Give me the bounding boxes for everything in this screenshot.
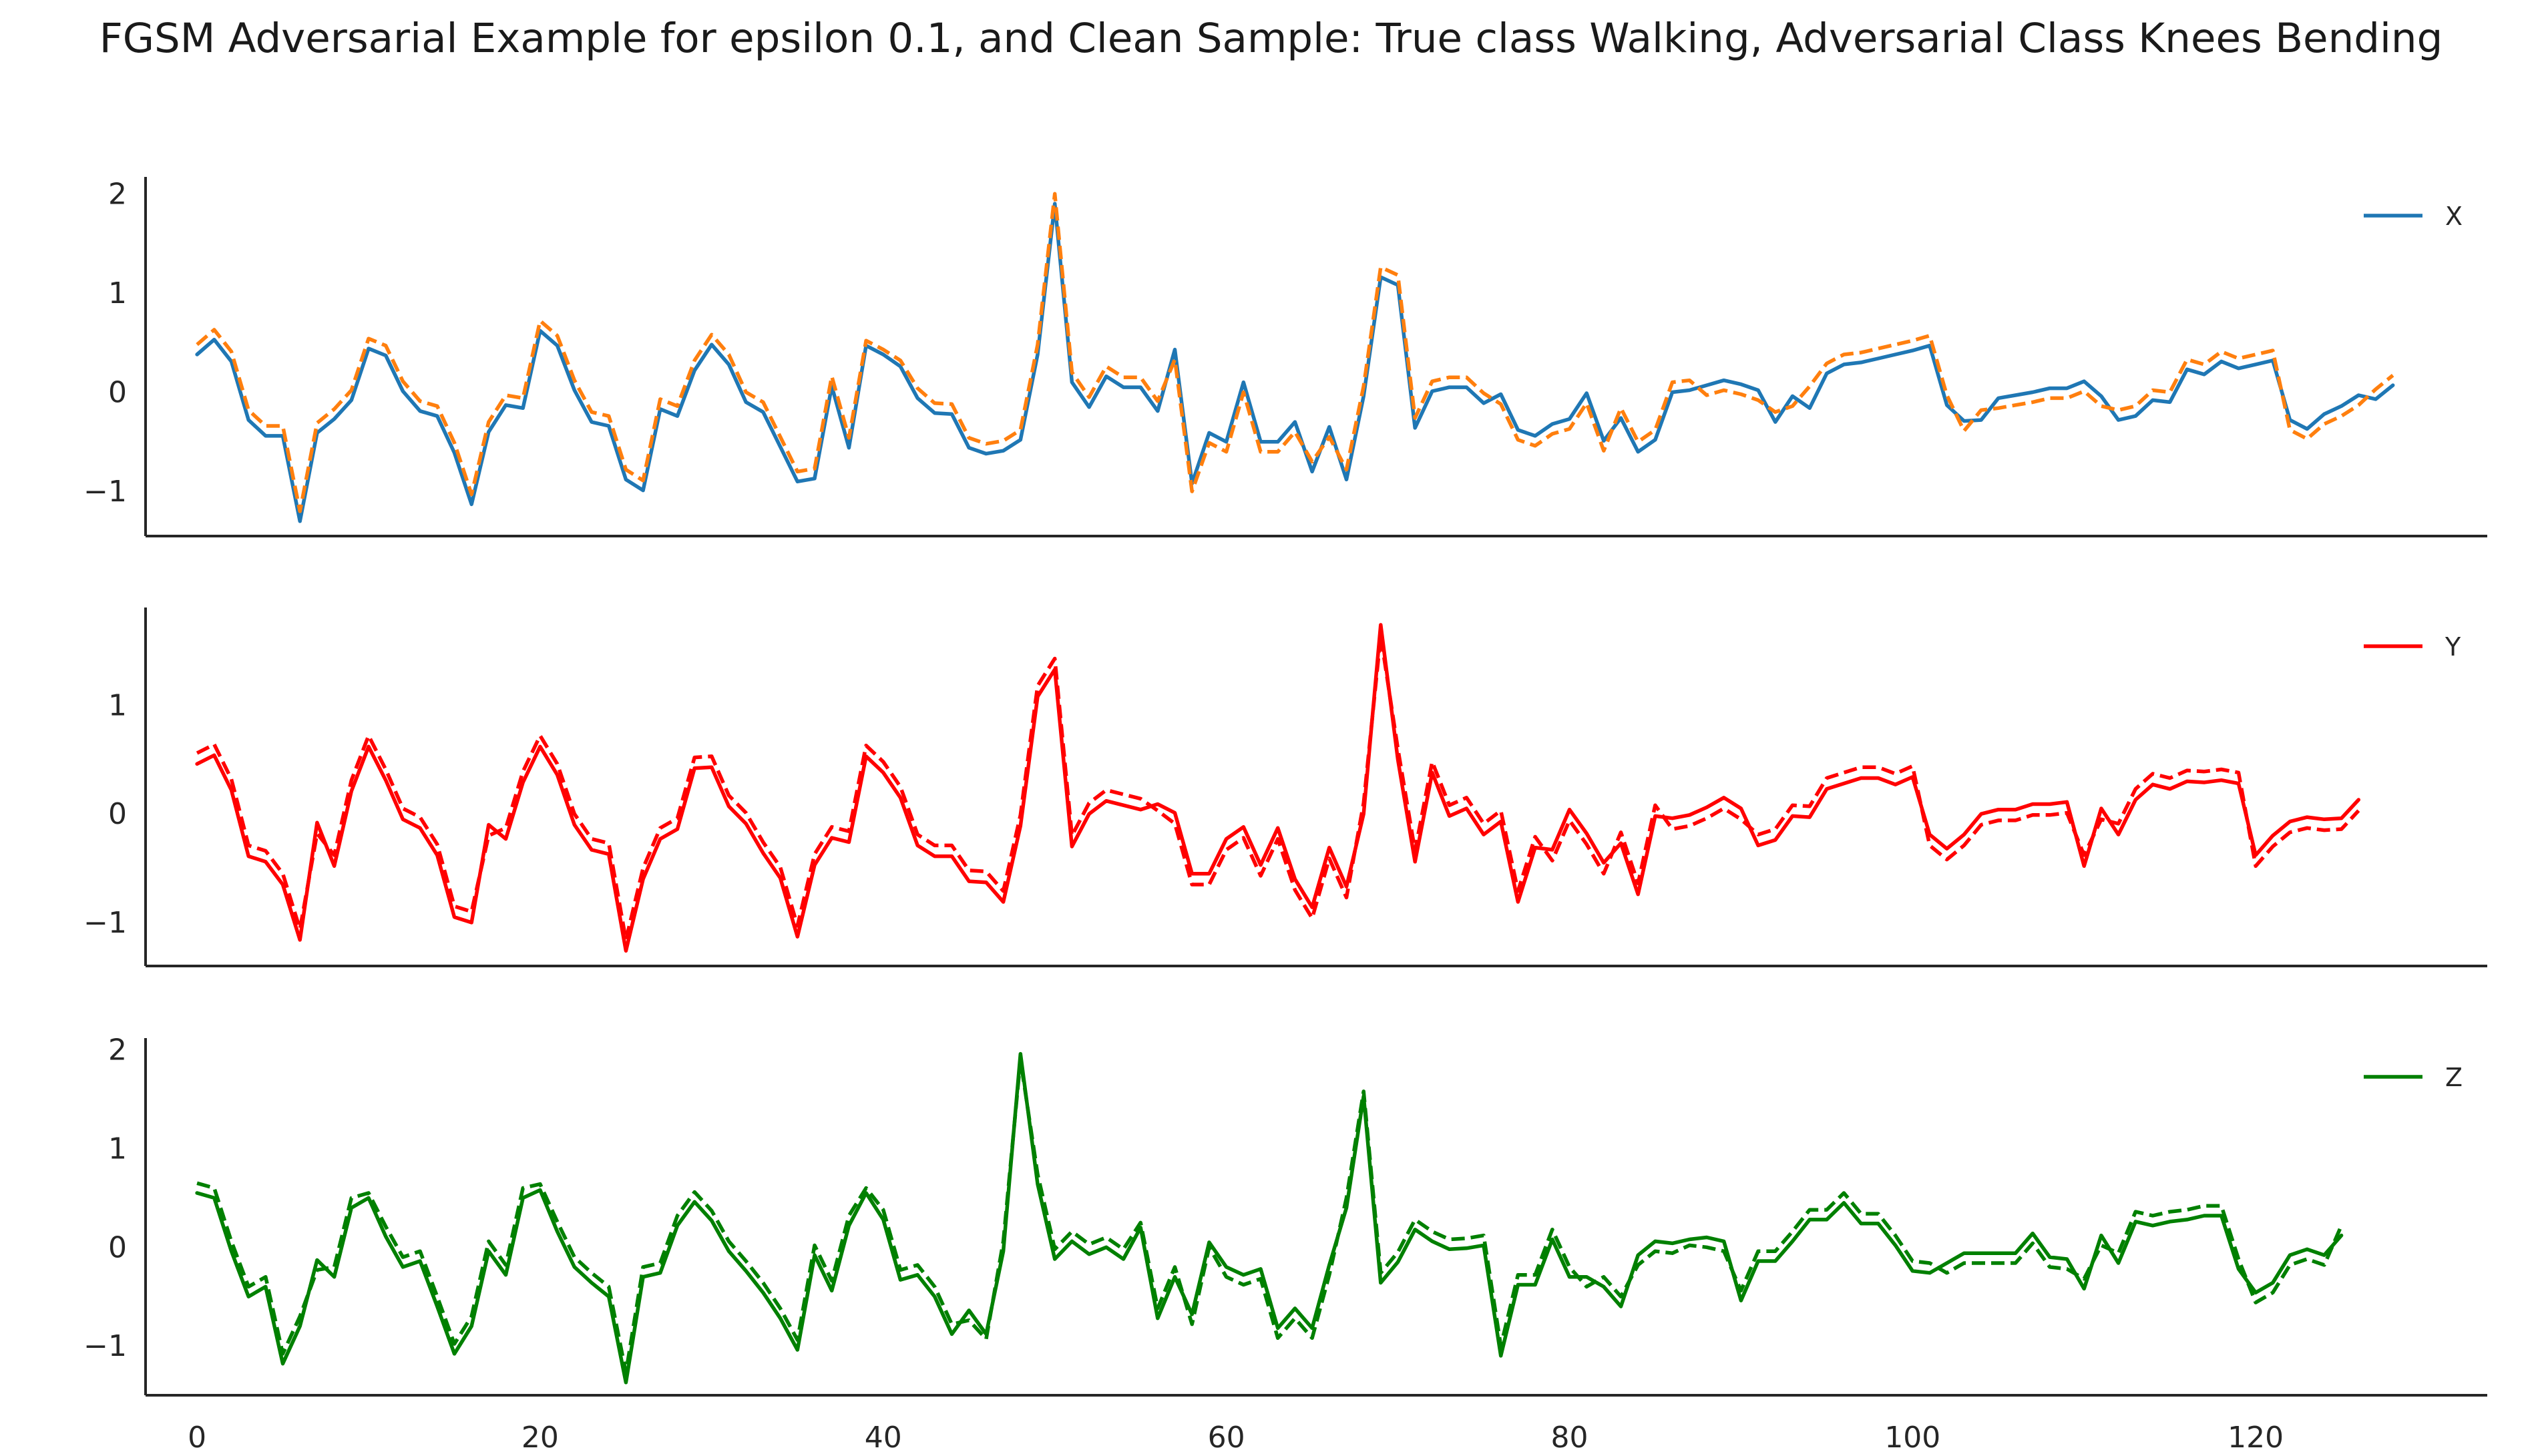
series-y-clean-line	[195, 623, 2361, 953]
y-tick-label: 0	[108, 376, 127, 410]
series-y-adversarial-line	[196, 634, 2360, 942]
series-z-adversarial-line	[196, 1057, 2344, 1375]
figure-title: FGSM Adversarial Example for epsilon 0.1…	[99, 15, 2443, 62]
legend-label-z: Z	[2445, 1063, 2463, 1092]
x-tick-label: 80	[1550, 1421, 1588, 1455]
y-tick-label: 2	[108, 177, 127, 211]
y-tick-label: 0	[108, 797, 127, 831]
x-tick-label: 0	[188, 1421, 206, 1455]
series-x-adversarial-line	[196, 192, 2394, 513]
legend-label-y: Y	[2445, 632, 2461, 662]
x-tick-label: 40	[865, 1421, 902, 1455]
y-tick-label: 0	[108, 1230, 127, 1264]
y-tick-label: 2	[108, 1033, 127, 1067]
x-tick-label: 100	[1884, 1421, 1940, 1455]
x-tick-label: 120	[2228, 1421, 2284, 1455]
y-tick-label: 1	[108, 276, 127, 310]
subplot-x: −1 0 1 2 X	[83, 177, 2487, 537]
y-tick-label: 1	[108, 688, 127, 722]
legend-label-x: X	[2445, 202, 2463, 231]
x-tick-label: 60	[1208, 1421, 1245, 1455]
x-tick-label: 20	[521, 1421, 559, 1455]
series-x-clean-line	[195, 202, 2395, 523]
y-tick-label: −1	[83, 906, 127, 940]
subplot-y: −1 0 1 Y	[83, 608, 2487, 967]
y-tick-label: 1	[108, 1132, 127, 1166]
y-tick-label: −1	[83, 1329, 127, 1363]
y-tick-label: −1	[83, 475, 127, 509]
series-z-clean-line	[195, 1051, 2344, 1385]
